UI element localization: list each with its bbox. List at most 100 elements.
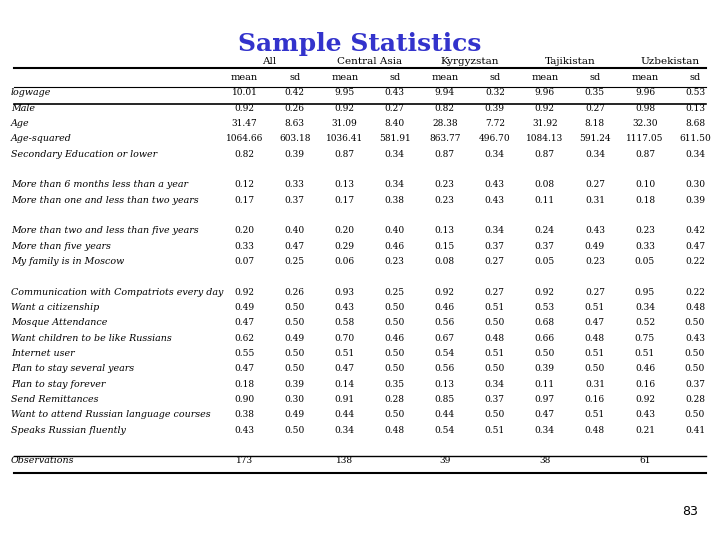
Text: 0.41: 0.41 — [685, 426, 705, 435]
Text: 0.53: 0.53 — [685, 89, 705, 97]
Text: mean: mean — [531, 73, 559, 82]
Text: 7.72: 7.72 — [485, 119, 505, 128]
Text: mean: mean — [431, 73, 459, 82]
Text: 0.43: 0.43 — [485, 180, 505, 190]
Text: 0.13: 0.13 — [335, 180, 355, 190]
Text: 0.27: 0.27 — [585, 180, 605, 190]
Text: sd: sd — [289, 73, 300, 82]
Text: 0.27: 0.27 — [485, 288, 505, 296]
Text: 28.38: 28.38 — [432, 119, 458, 128]
Text: 0.35: 0.35 — [585, 89, 605, 97]
Text: 0.50: 0.50 — [284, 364, 305, 373]
Text: 138: 138 — [336, 456, 354, 465]
Text: 0.51: 0.51 — [635, 349, 655, 358]
Text: 0.50: 0.50 — [284, 319, 305, 327]
Text: 0.50: 0.50 — [685, 410, 705, 420]
Text: 0.87: 0.87 — [535, 150, 555, 159]
Text: 0.50: 0.50 — [485, 410, 505, 420]
Text: 0.44: 0.44 — [435, 410, 455, 420]
Text: 0.50: 0.50 — [384, 364, 405, 373]
Text: 0.15: 0.15 — [435, 242, 455, 251]
Text: 0.22: 0.22 — [685, 288, 705, 296]
Text: 31.09: 31.09 — [332, 119, 358, 128]
Text: 0.95: 0.95 — [635, 288, 655, 296]
Text: 0.28: 0.28 — [685, 395, 705, 404]
Text: 0.30: 0.30 — [685, 180, 705, 190]
Text: 0.50: 0.50 — [284, 303, 305, 312]
Text: 0.50: 0.50 — [585, 364, 605, 373]
Text: 0.56: 0.56 — [435, 364, 455, 373]
Text: Kyrgyzstan: Kyrgyzstan — [441, 57, 499, 66]
Text: 0.48: 0.48 — [485, 334, 505, 343]
Text: 0.40: 0.40 — [284, 226, 305, 235]
Text: 0.87: 0.87 — [635, 150, 655, 159]
Text: Communication with Compatriots every day: Communication with Compatriots every day — [11, 288, 223, 296]
Text: 863.77: 863.77 — [429, 134, 461, 144]
Text: 0.34: 0.34 — [384, 180, 405, 190]
Text: 0.37: 0.37 — [485, 395, 505, 404]
Text: 0.51: 0.51 — [585, 303, 605, 312]
Text: 0.52: 0.52 — [635, 319, 655, 327]
Text: Plan to stay forever: Plan to stay forever — [11, 380, 105, 389]
Text: mean: mean — [231, 73, 258, 82]
Text: sd: sd — [589, 73, 600, 82]
Text: 0.34: 0.34 — [685, 150, 705, 159]
Text: 0.47: 0.47 — [335, 364, 355, 373]
Text: 0.92: 0.92 — [535, 104, 555, 113]
Text: 0.10: 0.10 — [635, 180, 655, 190]
Text: 0.93: 0.93 — [335, 288, 355, 296]
Text: 0.32: 0.32 — [485, 89, 505, 97]
Text: 1084.13: 1084.13 — [526, 134, 564, 144]
Text: 0.33: 0.33 — [635, 242, 655, 251]
Text: 0.47: 0.47 — [535, 410, 555, 420]
Text: 0.50: 0.50 — [685, 349, 705, 358]
Text: Plan to stay several years: Plan to stay several years — [11, 364, 134, 373]
Text: 9.95: 9.95 — [335, 89, 355, 97]
Text: 0.38: 0.38 — [235, 410, 255, 420]
Text: 0.92: 0.92 — [235, 104, 255, 113]
Text: 0.85: 0.85 — [435, 395, 455, 404]
Text: 0.39: 0.39 — [485, 104, 505, 113]
Text: 0.34: 0.34 — [585, 150, 605, 159]
Text: mean: mean — [331, 73, 359, 82]
Text: sd: sd — [689, 73, 701, 82]
Text: 9.94: 9.94 — [435, 89, 455, 97]
Text: 0.27: 0.27 — [585, 104, 605, 113]
Text: 0.48: 0.48 — [384, 426, 405, 435]
Text: 8.40: 8.40 — [384, 119, 405, 128]
Text: 0.23: 0.23 — [435, 180, 455, 190]
Text: 0.49: 0.49 — [585, 242, 605, 251]
Text: 32.30: 32.30 — [632, 119, 657, 128]
Text: Male: Male — [11, 104, 35, 113]
Text: 0.43: 0.43 — [685, 334, 705, 343]
Text: 83: 83 — [683, 505, 698, 518]
Text: 0.42: 0.42 — [685, 226, 705, 235]
Text: 0.91: 0.91 — [335, 395, 355, 404]
Text: 0.31: 0.31 — [585, 195, 605, 205]
Text: 0.42: 0.42 — [284, 89, 305, 97]
Text: 39: 39 — [439, 456, 451, 465]
Text: 0.13: 0.13 — [435, 380, 455, 389]
Text: More than one and less than two years: More than one and less than two years — [11, 195, 199, 205]
Text: 0.47: 0.47 — [235, 319, 255, 327]
Text: 0.51: 0.51 — [585, 349, 605, 358]
Text: 0.87: 0.87 — [435, 150, 455, 159]
Text: 0.08: 0.08 — [535, 180, 555, 190]
Text: 0.30: 0.30 — [284, 395, 305, 404]
Text: 0.39: 0.39 — [685, 195, 705, 205]
Text: 0.50: 0.50 — [384, 410, 405, 420]
Text: Secondary Education or lower: Secondary Education or lower — [11, 150, 157, 159]
Text: 0.17: 0.17 — [235, 195, 255, 205]
Text: 0.23: 0.23 — [635, 226, 655, 235]
Text: 0.43: 0.43 — [635, 410, 655, 420]
Text: 9.96: 9.96 — [635, 89, 655, 97]
Text: 0.17: 0.17 — [335, 195, 355, 205]
Text: 0.40: 0.40 — [384, 226, 405, 235]
Text: 0.27: 0.27 — [485, 257, 505, 266]
Text: 0.08: 0.08 — [435, 257, 455, 266]
Text: 0.35: 0.35 — [384, 380, 405, 389]
Text: 0.37: 0.37 — [284, 195, 305, 205]
Text: 0.47: 0.47 — [685, 242, 705, 251]
Text: 0.16: 0.16 — [585, 395, 605, 404]
Text: 0.46: 0.46 — [384, 242, 405, 251]
